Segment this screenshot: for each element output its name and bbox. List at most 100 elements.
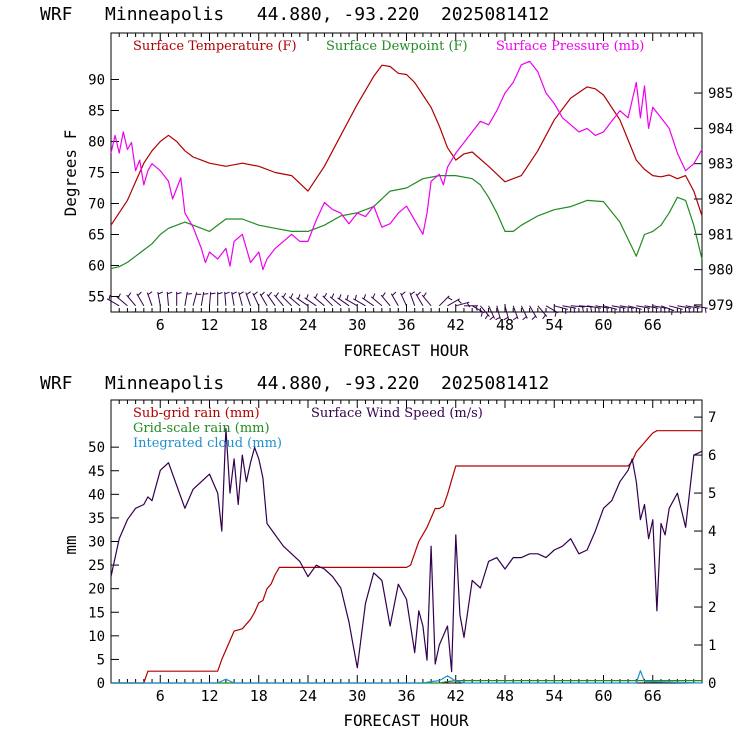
wind-barb	[529, 305, 538, 319]
wind-barb	[116, 296, 128, 307]
wind-barb-flag	[282, 292, 287, 298]
series-line-surface-wind-speed	[110, 427, 703, 673]
wind-barb-flag	[127, 292, 132, 297]
top-y-tick-label: 85	[88, 104, 105, 120]
wind-barb	[619, 305, 634, 309]
series-line-surface-dewpoint	[110, 175, 703, 270]
bottom-x-tick-label: 66	[644, 687, 662, 705]
bottom-x-tick-label: 18	[250, 687, 268, 705]
wind-barb	[595, 305, 610, 309]
wind-barb	[370, 296, 383, 307]
top-legend: Surface Temperature (F) Surface Dewpoint…	[133, 39, 644, 54]
bottom-y2-tick-label: 2	[708, 600, 716, 616]
top-y-tick-label: 70	[88, 197, 105, 213]
wind-barb	[611, 305, 626, 309]
wind-barb-flag	[260, 291, 265, 296]
wind-barb-flag	[108, 294, 111, 301]
wind-barb	[313, 296, 325, 307]
bottom-x-tick-label: 36	[397, 687, 415, 705]
wind-barb	[288, 296, 301, 307]
wind-barb-flag	[590, 306, 593, 312]
bottom-y2-tick-label: 6	[708, 448, 716, 464]
wind-barb-flag	[231, 291, 237, 295]
wind-barb	[421, 294, 432, 307]
wind-barb	[438, 295, 450, 307]
wind-barb	[415, 293, 424, 307]
bottom-y-tick-label: 35	[88, 511, 105, 527]
bottom-x-tick-label: 24	[299, 687, 317, 705]
legend-gridscale-rain: Grid-scale rain (mm)	[133, 421, 270, 436]
wind-barbs-group	[106, 291, 708, 321]
wind-barb	[400, 292, 407, 307]
top-x-axis: 6 12 18 24 30 36 42 48 54 60 66	[118, 33, 695, 334]
wind-barb	[488, 305, 495, 319]
wind-barb-flag	[117, 293, 121, 299]
top-x-tick-label: 66	[644, 316, 662, 334]
bottom-y-tick-label: 25	[88, 558, 105, 574]
bottom-y-tick-label: 10	[88, 629, 105, 645]
wind-barb-flag	[186, 293, 192, 295]
wind-barb	[504, 305, 510, 320]
bottom-x-tick-label: 60	[594, 687, 612, 705]
wind-barb-flag	[176, 292, 182, 295]
top-y-tick-label: 75	[88, 166, 105, 182]
wind-barb	[512, 305, 519, 320]
wind-barb	[570, 305, 585, 308]
wind-barb-flag	[314, 293, 318, 299]
wind-barb-flag	[531, 315, 536, 320]
wind-barb-flag	[363, 294, 367, 300]
wind-barb-flag	[423, 292, 427, 297]
wind-barb	[480, 305, 490, 317]
top-y-axis-label: Degrees F	[61, 130, 80, 217]
wind-barb	[677, 305, 692, 309]
wind-barb	[224, 291, 227, 306]
bottom-x-tick-label: 42	[447, 687, 465, 705]
wind-barb	[390, 293, 399, 307]
wind-barb	[106, 298, 120, 307]
bottom-y-tick-label: 15	[88, 605, 105, 621]
bottom-y2-tick-label: 4	[708, 524, 716, 540]
wind-barb	[669, 305, 683, 310]
series-line-sub-grid-rain	[111, 430, 702, 684]
top-y2-tick-label: 983	[708, 157, 733, 173]
bottom-x-tick-label: 48	[496, 687, 514, 705]
wind-barb-flag	[391, 291, 397, 296]
wind-barb	[409, 292, 416, 306]
wind-barb-flag	[503, 316, 509, 321]
wind-barb-flag	[323, 292, 328, 298]
wind-barb-flag	[217, 292, 223, 295]
wind-barb	[245, 292, 251, 306]
bottom-y-axis-left: 0 5 10 15 20 25 30 35 40 45 50	[88, 440, 119, 692]
wind-barb-flag	[480, 311, 483, 317]
wind-barb	[520, 305, 528, 319]
wind-barb-flag	[338, 294, 342, 300]
wind-barb-flag	[167, 291, 173, 295]
wind-barb	[209, 291, 212, 306]
wind-barb-flag	[381, 292, 386, 297]
wind-barb-flag	[137, 291, 142, 296]
wind-barb-flag	[542, 314, 546, 320]
top-y-axis-left: 55 60 65 70 75 80 85 90	[88, 73, 119, 306]
bottom-y-tick-label: 30	[88, 535, 105, 551]
wind-barb	[652, 305, 667, 309]
wind-barb	[603, 305, 618, 310]
bottom-y2-tick-label: 5	[708, 486, 716, 502]
wind-barb	[537, 305, 548, 317]
wind-barb	[146, 292, 153, 306]
series-line-surface-temperature	[110, 64, 703, 226]
wind-barb-flag	[622, 307, 625, 313]
legend-integrated-cloud: Integrated cloud (mm)	[133, 436, 282, 451]
legend-surface-dewpoint: Surface Dewpoint (F)	[326, 39, 468, 54]
wind-barb-flag	[410, 291, 415, 296]
wind-barb	[685, 305, 700, 309]
wind-barb-flag	[447, 296, 453, 301]
wind-barb	[184, 291, 188, 306]
wind-barb-flag	[224, 291, 230, 295]
top-y-tick-label: 60	[88, 259, 105, 275]
top-y-axis-right: 979 980 981 982 983 984 985	[694, 86, 733, 314]
top-y2-tick-label: 980	[708, 263, 733, 279]
wind-barb-flag	[239, 291, 244, 295]
wind-barb	[380, 294, 391, 307]
wind-barb	[344, 298, 358, 307]
